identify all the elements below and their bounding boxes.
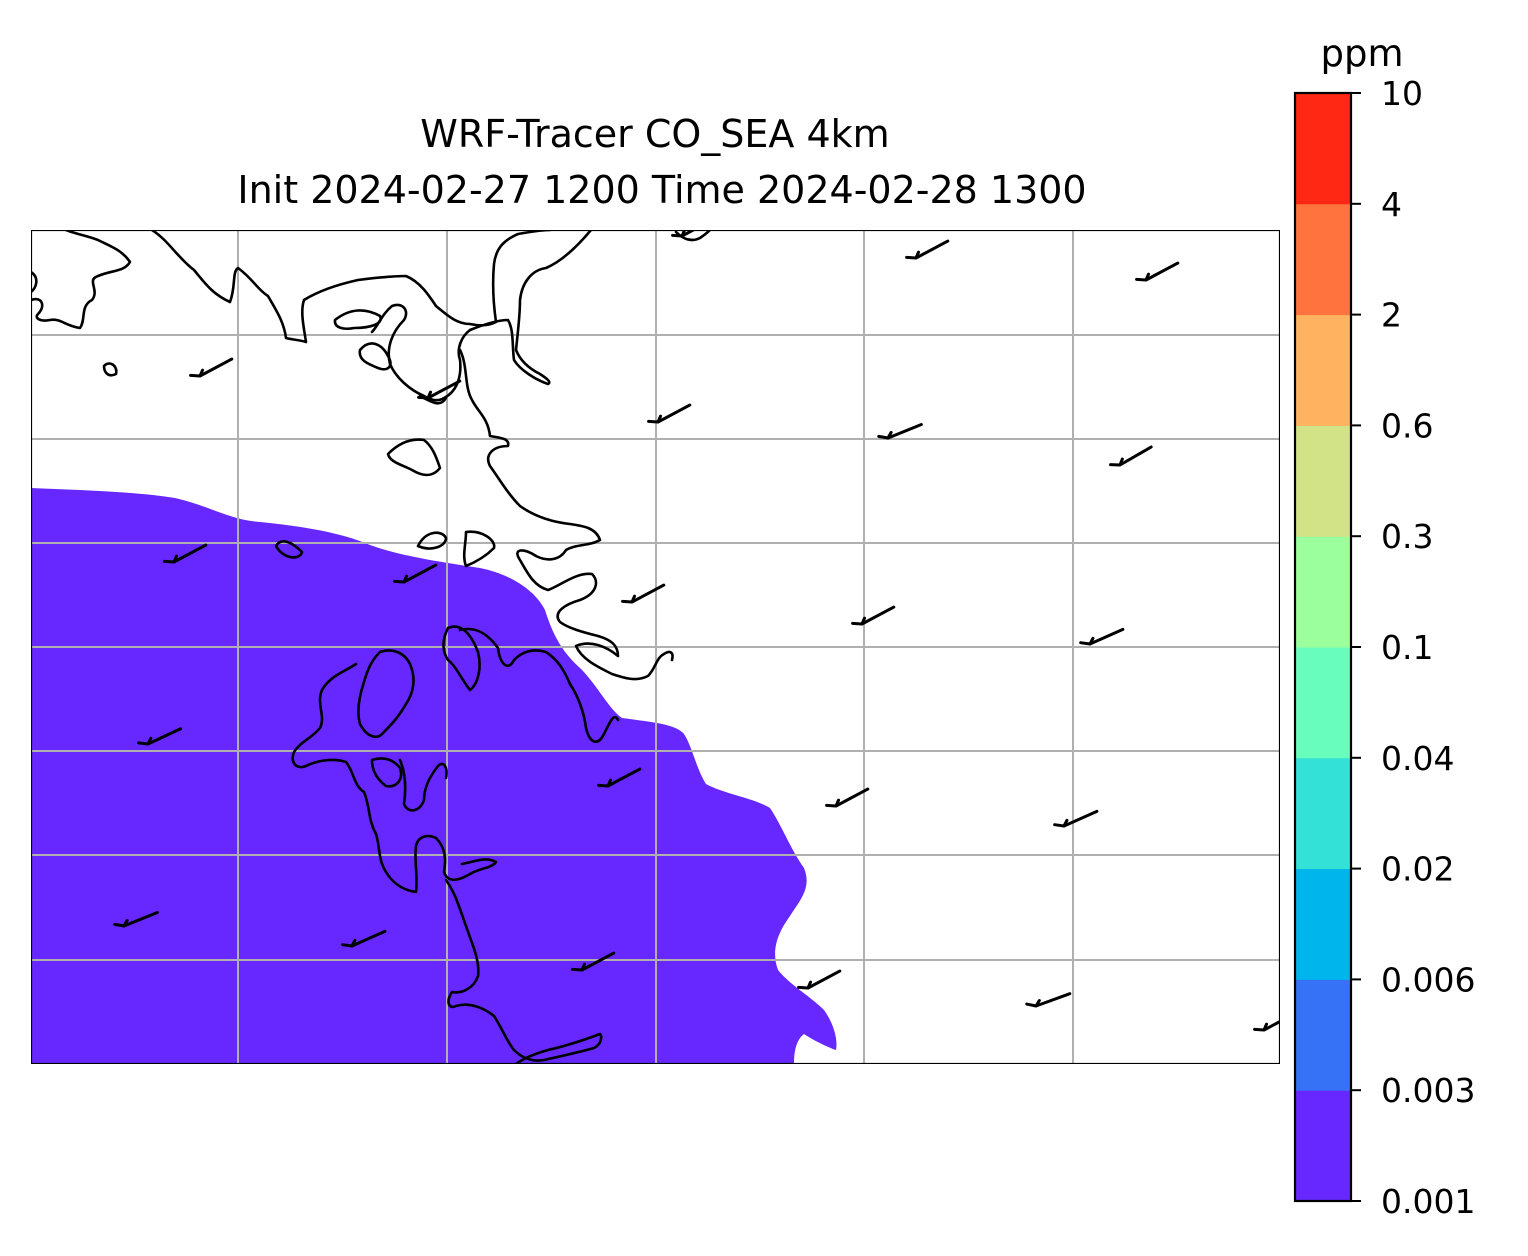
- gridlines: [31, 230, 1280, 1064]
- wind-barb-icon: [1109, 445, 1153, 467]
- wind-barb-icon: [1135, 261, 1180, 282]
- wind-barb-icon: [417, 379, 462, 400]
- colorbar-tick-label: 4: [1381, 185, 1402, 224]
- colorbar-band: [1295, 757, 1351, 870]
- wind-barb-icon: [1253, 1011, 1280, 1032]
- colorbar-band: [1295, 979, 1351, 1091]
- wind-barb-icon: [905, 239, 950, 260]
- colorbar-tick-label: 0.3: [1381, 517, 1433, 556]
- colorbar-tick-label: 0.1: [1381, 628, 1433, 667]
- wind-barb-icon: [1053, 809, 1099, 828]
- colorbar-tick-label: 10: [1381, 74, 1423, 113]
- colorbar-tick-label: 0.006: [1381, 960, 1475, 999]
- wind-barb-icon: [851, 605, 896, 626]
- colorbar-band: [1295, 314, 1351, 426]
- colorbar-tick-label: 0.6: [1381, 406, 1433, 445]
- wind-barb-icon: [671, 230, 716, 238]
- wind-barbs: [113, 230, 1280, 1032]
- colorbar: 0.001 0.003 0.006 0.02 0.04 0.1 0.3 0.6 2 4 10 ppm: [1293, 32, 1475, 1221]
- wind-barb-icon: [571, 951, 616, 972]
- colorbar-tick-label: 0.003: [1381, 1071, 1475, 1110]
- colorbar-frame: [1293, 91, 1353, 1203]
- colorbar-band: [1295, 868, 1351, 980]
- colorbar-band: [1295, 536, 1351, 648]
- colorbar-tick-label: 0.04: [1381, 739, 1454, 778]
- colorbar-bands: [1295, 93, 1351, 1202]
- colorbar-band: [1295, 425, 1351, 537]
- wind-barb-icon: [647, 403, 692, 424]
- wind-barb-icon: [189, 357, 234, 378]
- tracer-concentration-field: [31, 488, 837, 1064]
- title-line-2: Init 2024-02-27 1200 Time 2024-02-28 130…: [237, 168, 1086, 212]
- wind-barb-icon: [825, 787, 870, 808]
- wind-barb-icon: [341, 929, 387, 948]
- colorbar-band: [1295, 203, 1351, 316]
- colorbar-tick-label: 2: [1381, 296, 1402, 335]
- wind-barb-icon: [113, 911, 159, 928]
- wind-barb-icon: [597, 767, 642, 788]
- colorbar-band: [1295, 1090, 1351, 1202]
- coastlines: [31, 230, 712, 1064]
- colorbar-band: [1295, 647, 1351, 759]
- wind-barb-icon: [621, 583, 666, 604]
- wind-barb-icon: [1079, 627, 1125, 646]
- map-panel: [31, 230, 1280, 1064]
- wind-barb-icon: [877, 423, 923, 440]
- colorbar-ticks: 0.001 0.003 0.006 0.02 0.04 0.1 0.3 0.6 2 4 10: [1351, 74, 1475, 1221]
- colorbar-tick-label: 0.001: [1381, 1182, 1475, 1221]
- wind-barb-icon: [797, 969, 842, 990]
- colorbar-unit-label: ppm: [1320, 32, 1403, 75]
- colorbar-tick-label: 0.02: [1381, 850, 1454, 889]
- wind-barb-icon: [393, 563, 438, 584]
- title-line-1: WRF-Tracer CO_SEA 4km: [420, 112, 889, 156]
- wind-barb-icon: [163, 543, 208, 564]
- wind-barb-icon: [1025, 992, 1072, 1008]
- wind-barb-icon: [137, 727, 183, 746]
- colorbar-band: [1295, 93, 1351, 205]
